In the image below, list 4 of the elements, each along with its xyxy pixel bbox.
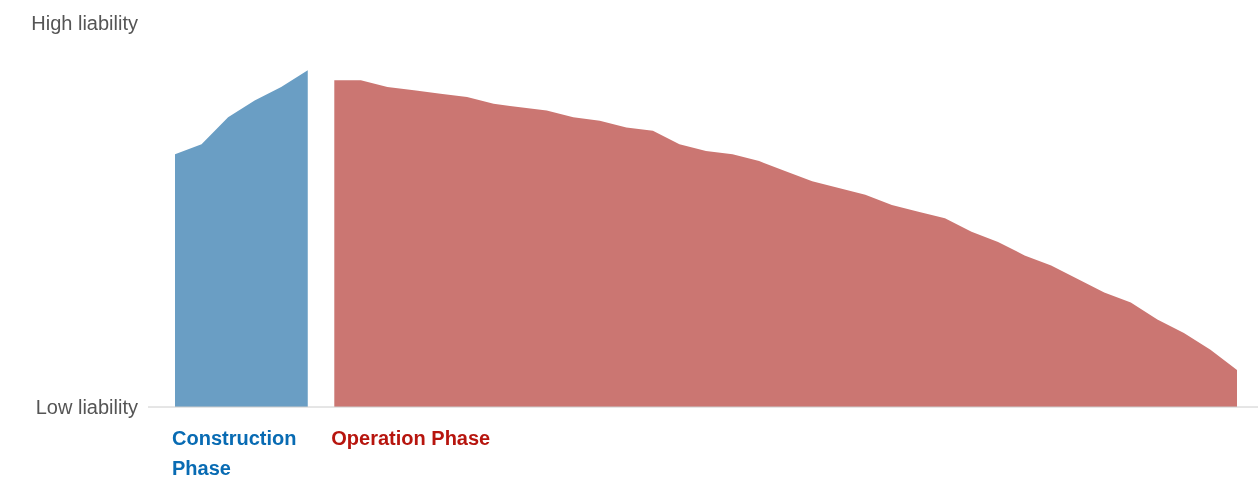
series-label: Construction Phase <box>172 426 298 480</box>
text: Low liability <box>35 395 138 420</box>
series-label: Operation Phase <box>331 426 491 451</box>
text: High liability <box>31 11 138 36</box>
